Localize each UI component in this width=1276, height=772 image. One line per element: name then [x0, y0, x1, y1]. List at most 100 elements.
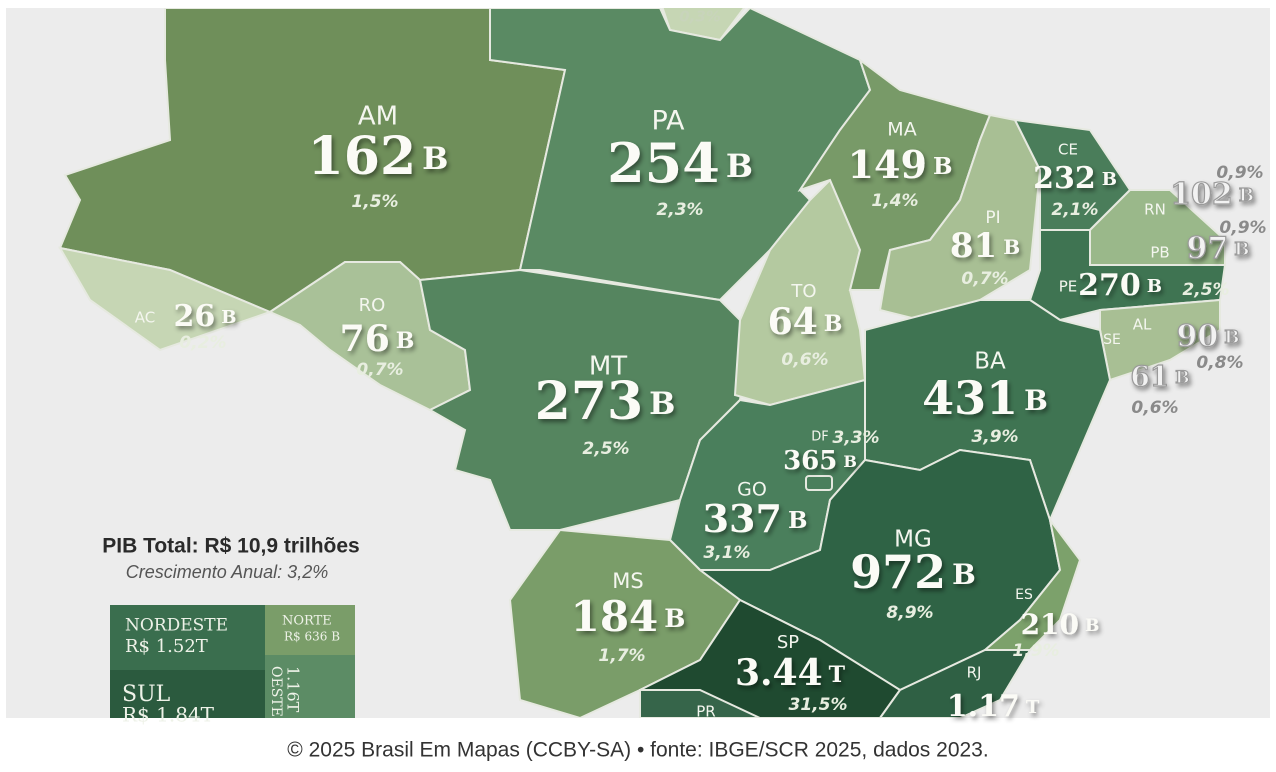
value-unit: B [952, 558, 976, 591]
value-number: 76 [340, 318, 390, 360]
value-unit: B [1175, 368, 1189, 388]
value-unit: B [1224, 327, 1239, 348]
state-share: 0,2% [179, 333, 226, 353]
value-number: 365 [783, 446, 837, 476]
gdp-total: PIB Total: R$ 10,9 trilhões [102, 535, 360, 558]
state-share: 3,9% [971, 427, 1018, 447]
value-unit: B [824, 311, 843, 337]
value-number: 431 [922, 371, 1018, 425]
state-code: DF [811, 430, 829, 445]
value-unit: T [1026, 697, 1040, 718]
state-share: 1,9% [1012, 641, 1059, 661]
value-unit: B [1024, 384, 1048, 417]
value-number: 972 [850, 545, 946, 599]
gdp-growth: Crescimento Anual: 3,2% [126, 562, 328, 582]
state-share: 2,3% [656, 200, 703, 220]
value-number: 1.17 [947, 689, 1020, 724]
state-value: 337 B [703, 496, 808, 541]
state-share: 8,9% [886, 603, 933, 623]
value-number: 81 [950, 226, 997, 266]
state-sp [639, 598, 902, 718]
state-rj [878, 649, 1032, 718]
region-name: NORTE [282, 614, 332, 629]
state-share: 1,7% [598, 646, 645, 666]
caption: © 2025 Brasil Em Mapas (CCBY-SA) • fonte… [287, 739, 988, 762]
state-share: 1,4% [871, 191, 918, 211]
state-code: PE [1059, 278, 1078, 296]
value-number: 3.44 [735, 652, 823, 694]
state-code: BA [974, 349, 1006, 375]
state-code: PA [651, 106, 685, 137]
state-share: 0,7% [356, 360, 403, 380]
state-value: 972 B [850, 545, 976, 599]
state-code: ES [1015, 587, 1033, 603]
state-value: 232 B [1033, 161, 1117, 196]
state-code: RO [359, 295, 386, 316]
caption-band [0, 718, 1276, 772]
top-share: 0,3% [679, 8, 721, 26]
state-code: CE [1058, 141, 1078, 159]
state-code: PR [696, 703, 715, 721]
state-value: 431 B [922, 371, 1048, 425]
state-code: RN [1144, 201, 1166, 219]
region-value: R$ 636 B [284, 630, 340, 644]
state-share: 0,9% [1219, 218, 1266, 238]
state-share: 31,5% [789, 695, 848, 715]
state-code: AC [135, 309, 155, 327]
state-code: AL [1133, 316, 1152, 334]
value-unit: B [649, 386, 675, 422]
state-value: 273 B [535, 371, 676, 432]
region-value: R$ 1.84T [122, 703, 215, 727]
value-unit: B [1003, 235, 1020, 259]
region-name: OESTE [268, 666, 284, 717]
value-unit: B [396, 328, 415, 354]
value-number: 273 [535, 371, 644, 432]
state-share: 0,7% [961, 269, 1008, 289]
value-unit: B [1147, 276, 1162, 297]
state-code: SE [1103, 332, 1121, 348]
state-pr [639, 689, 761, 718]
state-share: 3,3% [832, 428, 879, 448]
state-code: MA [887, 119, 916, 141]
state-share: 1,5% [351, 192, 398, 212]
value-unit: B [1234, 239, 1249, 260]
value-number: 97 [1187, 231, 1229, 266]
state-code: AM [358, 102, 398, 132]
state-code: RJ [967, 664, 982, 682]
states [58, 8, 1227, 718]
value-number: 102 [1170, 177, 1233, 212]
value-number: 184 [571, 592, 659, 641]
value-unit: B [1239, 185, 1254, 206]
region-box [265, 655, 355, 718]
value-unit: B [1085, 616, 1099, 636]
value-number: 61 [1130, 360, 1169, 393]
state-value: 365 B [783, 446, 857, 476]
state-code: MS [612, 569, 643, 593]
value-number: 254 [607, 131, 720, 195]
region-box [265, 605, 355, 655]
state-value: 61 B [1130, 360, 1189, 393]
state-share: 3,1% [703, 543, 750, 563]
value-unit: B [726, 147, 753, 185]
state-code: PI [985, 208, 1000, 228]
value-unit: B [1102, 169, 1117, 190]
legend [110, 605, 355, 718]
region-value: R$ 1.52T [125, 636, 208, 657]
value-unit: B [788, 507, 807, 534]
state-code: MT [589, 352, 627, 382]
state-value: 270 B [1078, 268, 1162, 303]
region-box [110, 605, 265, 670]
state-share: 0,6% [781, 350, 828, 370]
region-name: SUL [122, 682, 171, 707]
state-value: 1.17 T [947, 689, 1040, 724]
value-number: 149 [848, 142, 927, 187]
value-number: 337 [703, 496, 782, 541]
state-value: 97 B [1187, 231, 1250, 266]
state-value: 76 B [340, 318, 415, 360]
state-value: 162 B [308, 126, 449, 187]
state-code: GO [737, 479, 767, 501]
state-code: TO [790, 281, 816, 302]
state-share: 2,1% [1051, 200, 1098, 220]
